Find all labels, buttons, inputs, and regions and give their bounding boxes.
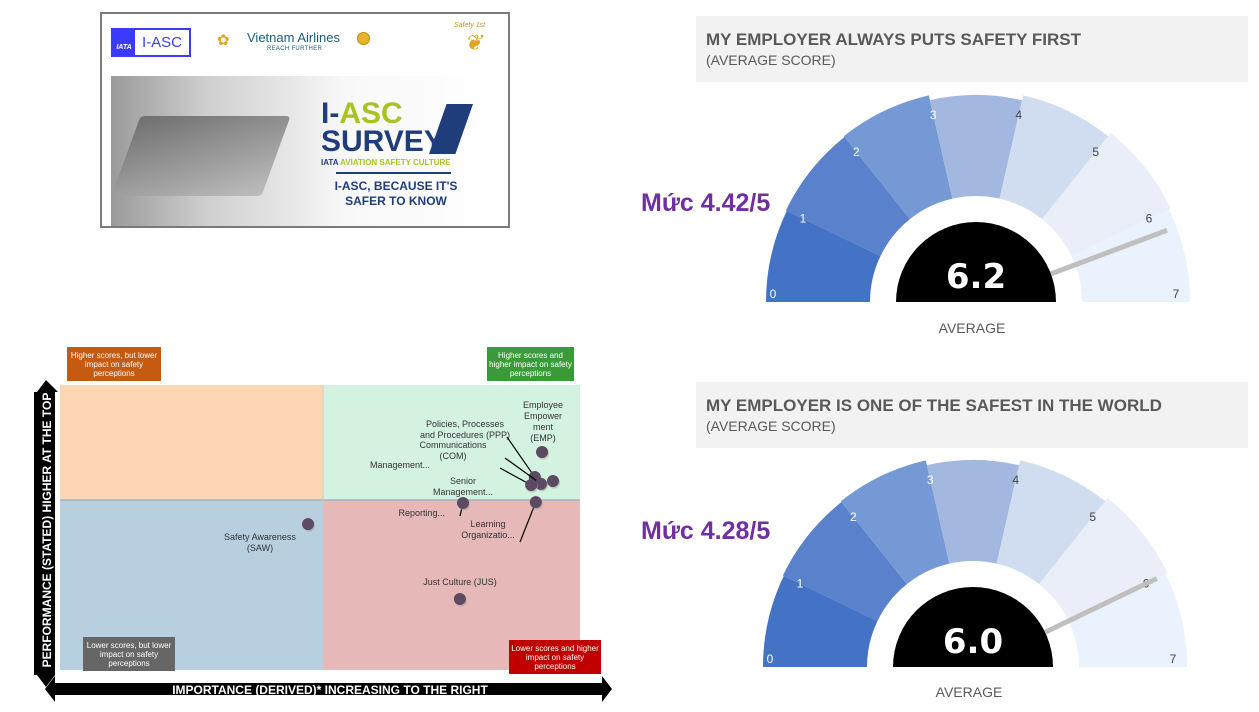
gauge-segment xyxy=(782,502,907,622)
gauge-tick-label: 2 xyxy=(853,145,860,159)
data-point xyxy=(457,496,469,509)
point-label: Employee Empower ment (EMP) xyxy=(523,400,563,443)
gauge-segment xyxy=(1068,574,1187,667)
gauge-value: 6.0 xyxy=(943,622,1003,662)
gauge-1-annotation: Mức 4.42/5 xyxy=(641,189,771,217)
gauge-1-footer: AVERAGE xyxy=(938,320,1006,336)
iasc-survey-banner: IATA I-ASC ✿ Vietnam Airlines REACH FURT… xyxy=(100,12,510,228)
gauge-1-header: MY EMPLOYER ALWAYS PUTS SAFETY FIRST (AV… xyxy=(696,16,1248,82)
gauge-segment xyxy=(843,95,953,220)
gauge-segment xyxy=(766,210,881,302)
data-point xyxy=(453,593,466,606)
gauge-segment xyxy=(1042,133,1171,257)
gauge-tick-label: 3 xyxy=(927,473,934,487)
gauge-tick-label: 0 xyxy=(767,652,774,666)
iata-iasc-logo: IATA I-ASC xyxy=(111,28,191,57)
data-point xyxy=(546,475,559,488)
data-point xyxy=(302,518,315,531)
point-label: Policies, Processes and Procedures (PPP) xyxy=(420,419,510,440)
point-label: Reporting... xyxy=(398,508,445,518)
gauge-2-subtitle: (AVERAGE SCORE) xyxy=(706,418,836,434)
gauge-needle xyxy=(1040,227,1168,280)
gauge-value: 6.2 xyxy=(946,257,1006,297)
divider xyxy=(336,172,451,174)
gauge-tick-label: 2 xyxy=(850,510,857,524)
gauge-hub xyxy=(893,587,1053,667)
y-axis-label: PERFORMANCE (STATED) HIGHER AT THE TOP xyxy=(40,393,54,668)
x-axis-arrow xyxy=(45,676,612,702)
laptop-photo xyxy=(111,116,291,196)
y-axis-arrow xyxy=(34,380,58,687)
gauge-segment xyxy=(926,460,1020,564)
quadrant-top-left xyxy=(60,385,323,500)
airline-tagline: REACH FURTHER xyxy=(267,46,323,52)
gauge-tick-label: 3 xyxy=(930,108,937,122)
point-label: Safety Awareness (SAW) xyxy=(224,532,296,553)
gauge-segment xyxy=(929,95,1023,199)
callout-bottom-left: Lower scores, but lower impact on safety… xyxy=(83,637,175,671)
survey-title: I-ASC SURVEY xyxy=(321,97,444,158)
vietnam-airlines-logo: ✿ Vietnam Airlines REACH FURTHER xyxy=(217,28,397,56)
iasc-logo-text: I-ASC xyxy=(141,34,182,51)
gauge-tick-label: 4 xyxy=(1012,473,1019,487)
safety-first-logo: Safety 1st ❦ xyxy=(454,22,498,60)
leader-line xyxy=(506,436,536,478)
leader-line xyxy=(519,501,537,543)
gauge-1: 0 1 2 3 4 5 6 7 6.2 xyxy=(766,95,1190,302)
gauge-2-footer: AVERAGE xyxy=(935,684,1003,700)
point-label: Senior Management... xyxy=(433,476,493,497)
gauge-tick-label: 5 xyxy=(1089,510,1096,524)
survey-hero-image: I-ASC SURVEY IATA AVIATION SAFETY CULTUR… xyxy=(111,76,498,226)
data-point xyxy=(529,496,542,509)
gauge-segment xyxy=(763,575,878,667)
gauge-segment xyxy=(840,460,950,585)
survey-tagline: I-ASC, BECAUSE IT'S SAFER TO KNOW xyxy=(334,179,458,208)
gauge-tick-label: 4 xyxy=(1015,108,1022,122)
point-label: Communications (COM) xyxy=(419,440,487,461)
gauge-tick-label: 6 xyxy=(1146,212,1153,226)
gauge-segment xyxy=(785,137,910,257)
lotus-icon: ✿ xyxy=(217,32,230,49)
gauge-segment xyxy=(1039,498,1168,622)
gauge-tick-label: 1 xyxy=(800,212,807,226)
safety-first-logo-text: Safety 1st xyxy=(454,22,486,29)
leader-line xyxy=(504,457,542,485)
data-point xyxy=(536,445,549,458)
gauge-tick-label: 7 xyxy=(1173,287,1180,301)
gauge-1-title: MY EMPLOYER ALWAYS PUTS SAFETY FIRST xyxy=(706,30,1082,49)
data-point xyxy=(525,479,538,492)
callout-bottom-right: Lower scores and higher impact on safety… xyxy=(509,640,601,674)
x-axis-label: IMPORTANCE (DERIVED)* INCREASING TO THE … xyxy=(172,683,488,697)
point-label: Learning Organizatio... xyxy=(461,519,515,540)
point-label: Management... xyxy=(370,460,430,470)
wing-icon: ❦ xyxy=(464,30,483,55)
gauge-2-annotation: Mức 4.28/5 xyxy=(641,517,771,545)
gauge-tick-label: 0 xyxy=(770,287,777,301)
iata-logo-text: IATA xyxy=(113,30,135,55)
gauge-tick-label: 5 xyxy=(1092,145,1099,159)
gauge-segment xyxy=(999,95,1109,220)
gauge-hub xyxy=(896,222,1056,302)
survey-subtitle: IATA AVIATION SAFETY CULTURE xyxy=(321,158,451,167)
gauge-1-subtitle: (AVERAGE SCORE) xyxy=(706,52,836,68)
gauge-tick-label: 1 xyxy=(797,577,804,591)
callout-top-right: Higher scores and higher impact on safet… xyxy=(487,347,574,381)
importance-performance-quadrant-chart: PERFORMANCE (STATED) HIGHER AT THE TOP I… xyxy=(30,340,620,710)
airline-name: Vietnam Airlines xyxy=(247,30,340,45)
gauge-segment xyxy=(996,460,1106,585)
gauge-needle xyxy=(1034,576,1158,639)
point-label: Just Culture (JUS) xyxy=(423,577,497,587)
award-badge-icon xyxy=(357,32,370,45)
gauge-2-header: MY EMPLOYER IS ONE OF THE SAFEST IN THE … xyxy=(696,382,1248,448)
gauge-tick-label: 7 xyxy=(1170,652,1177,666)
gauge-2-title: MY EMPLOYER IS ONE OF THE SAFEST IN THE … xyxy=(706,396,1162,415)
callout-top-left: Higher scores, but lower impact on safet… xyxy=(67,347,161,381)
